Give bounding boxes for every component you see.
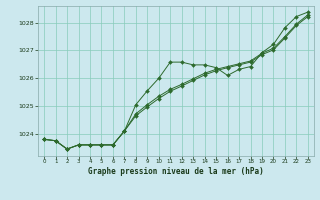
X-axis label: Graphe pression niveau de la mer (hPa): Graphe pression niveau de la mer (hPa) [88, 167, 264, 176]
